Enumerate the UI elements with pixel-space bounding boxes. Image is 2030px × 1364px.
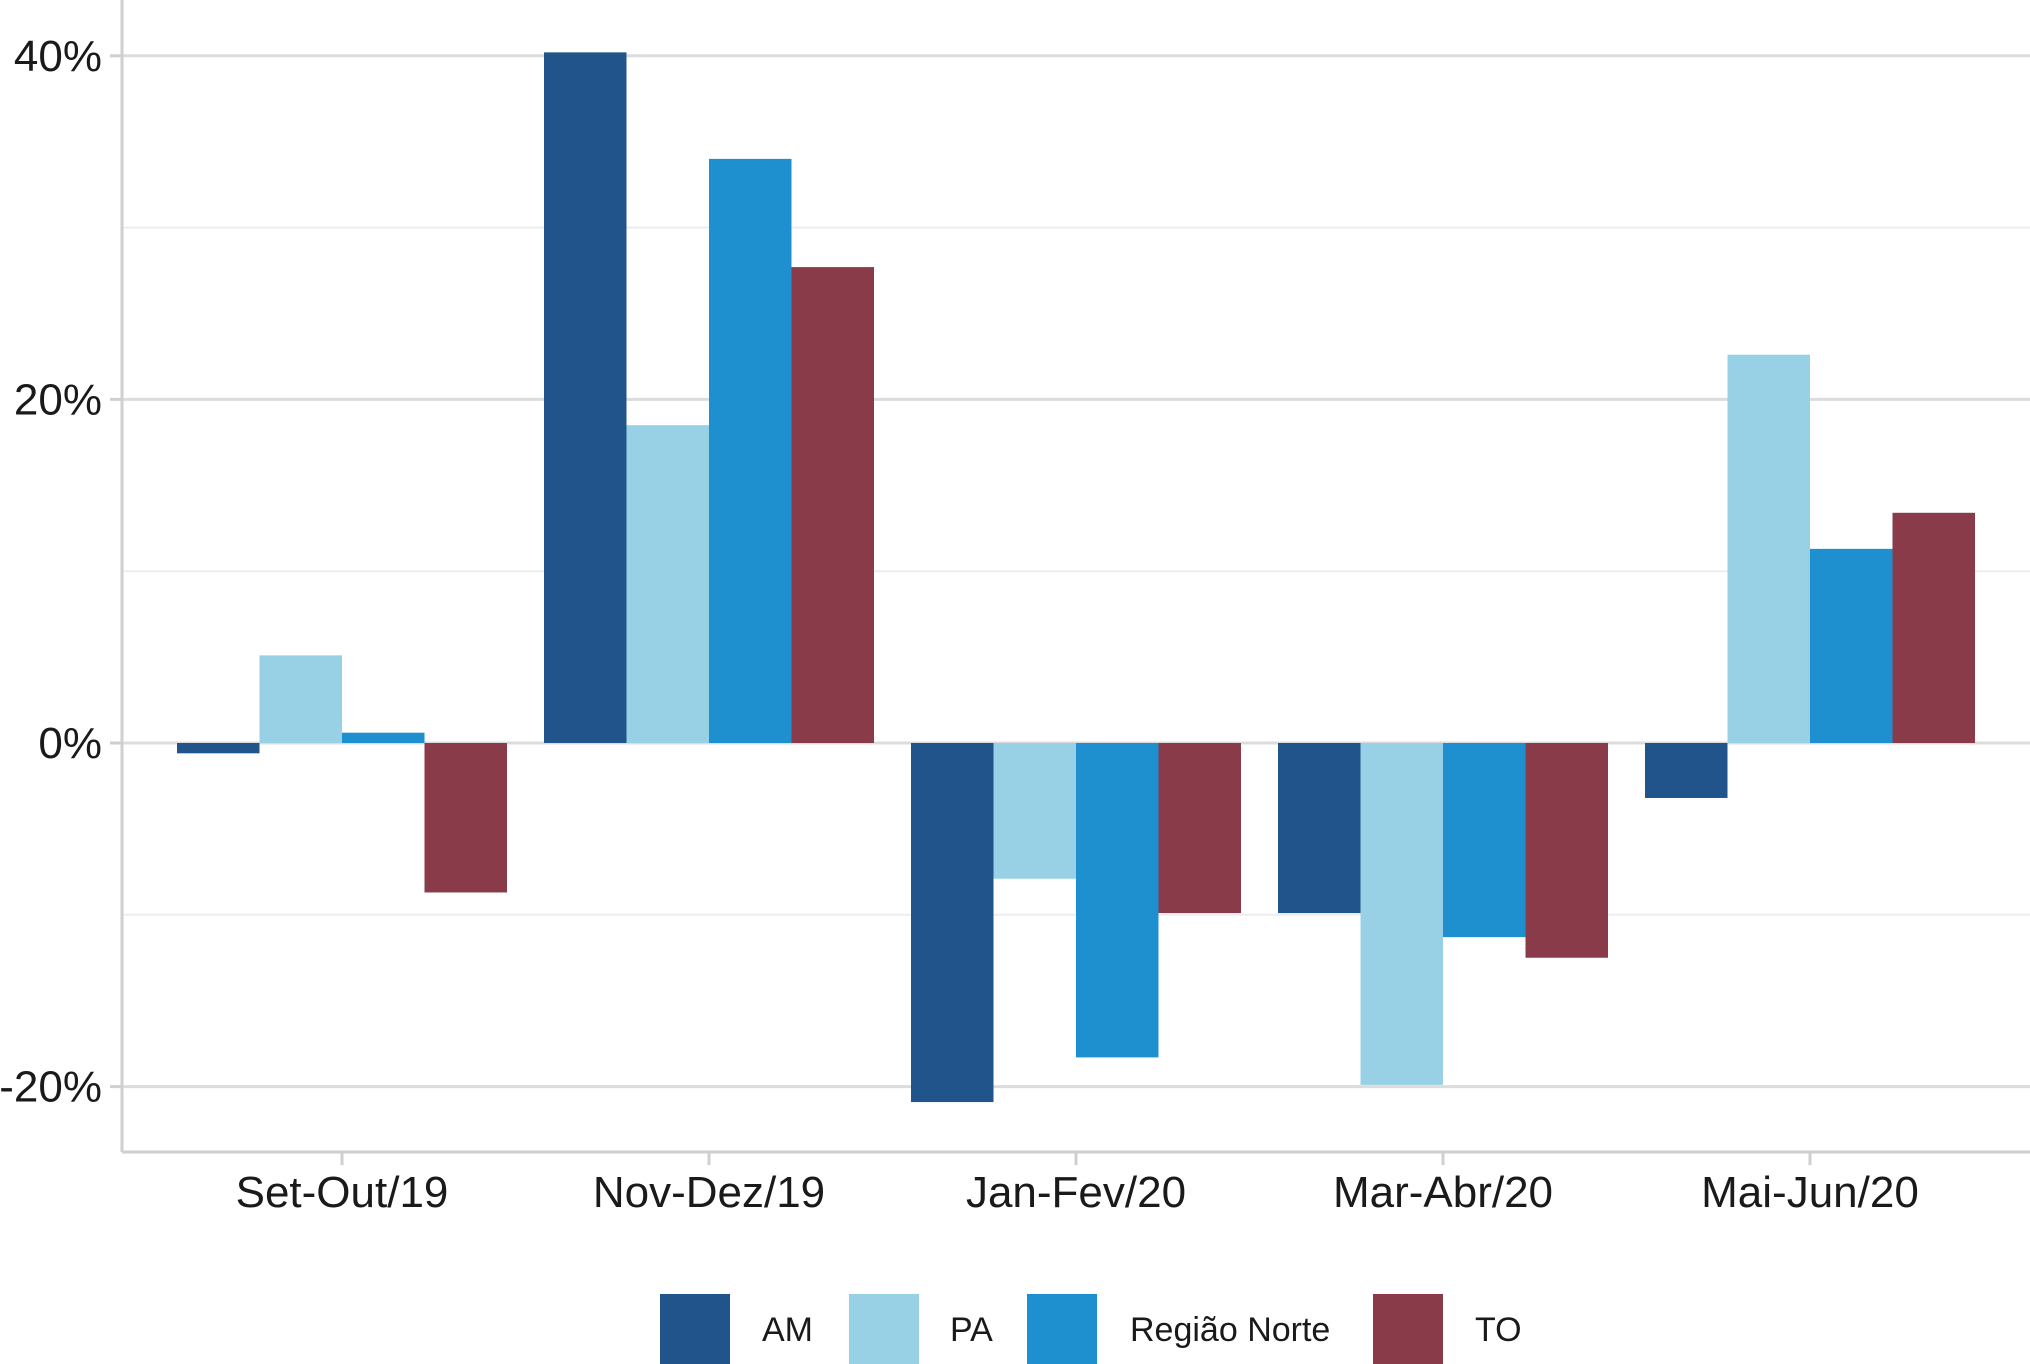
- bar-to-0: [424, 743, 507, 893]
- bar-região-norte-4: [1810, 548, 1893, 743]
- bar-to-3: [1525, 743, 1608, 958]
- bar-to-1: [791, 267, 874, 743]
- legend-swatch-am: [660, 1294, 730, 1364]
- bar-região-norte-0: [342, 732, 425, 743]
- bar-pa-0: [259, 655, 342, 743]
- bar-am-2: [911, 743, 994, 1103]
- legend-label-região-norte: Região Norte: [1130, 1311, 1330, 1349]
- legend-swatch-região-norte: [1027, 1294, 1097, 1364]
- legend-swatch-pa: [849, 1294, 919, 1364]
- bar-região-norte-1: [709, 158, 792, 743]
- bar-pa-1: [626, 425, 709, 743]
- legend-swatch-to: [1373, 1294, 1443, 1364]
- legend: AM PA Região Norte TO: [660, 1294, 1522, 1364]
- bar-am-1: [544, 52, 627, 743]
- y-tick-label: 20%: [14, 375, 102, 424]
- legend-label-to: TO: [1475, 1311, 1522, 1349]
- y-axis-ticks: 40% 20% 0% -20%: [0, 32, 122, 1112]
- x-tick-label: Mai-Jun/20: [1701, 1168, 1919, 1217]
- x-tick-label: Jan-Fev/20: [966, 1168, 1186, 1217]
- bar-am-0: [177, 743, 260, 754]
- bar-to-2: [1158, 743, 1241, 914]
- bar-pa-2: [993, 743, 1076, 879]
- bar-pa-3: [1360, 743, 1443, 1085]
- y-tick-label: 40%: [14, 32, 102, 81]
- legend-label-am: AM: [762, 1311, 813, 1349]
- bar-to-4: [1892, 512, 1975, 743]
- bar-região-norte-2: [1076, 743, 1159, 1058]
- bar-região-norte-3: [1443, 743, 1526, 938]
- y-tick-label: -20%: [0, 1063, 102, 1112]
- bar-am-4: [1645, 743, 1728, 798]
- y-tick-label: 0%: [38, 719, 102, 768]
- x-tick-label: Mar-Abr/20: [1333, 1168, 1553, 1217]
- x-tick-label: Set-Out/19: [236, 1168, 449, 1217]
- x-tick-label: Nov-Dez/19: [593, 1168, 825, 1217]
- x-axis-ticks: Set-Out/19 Nov-Dez/19 Jan-Fev/20 Mar-Abr/20…: [236, 1152, 1919, 1217]
- bar-am-3: [1278, 743, 1361, 914]
- bar-pa-4: [1727, 354, 1810, 743]
- legend-label-pa: PA: [950, 1311, 993, 1349]
- bars: [177, 52, 1975, 1103]
